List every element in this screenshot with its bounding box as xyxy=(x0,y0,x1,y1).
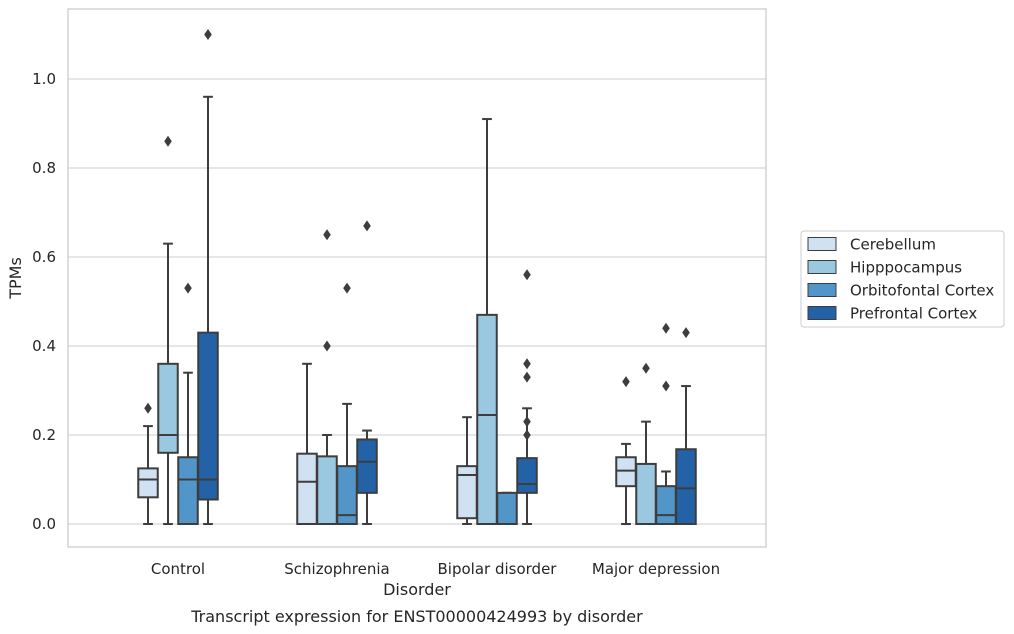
box xyxy=(197,331,219,501)
legend: Cerebellum Hipppocampus Orbitofontal Corte… xyxy=(800,230,1005,328)
y-axis-label: TPMs xyxy=(6,257,25,300)
box xyxy=(356,438,378,494)
plot-frame xyxy=(67,8,767,548)
outlier-point xyxy=(184,282,192,294)
outlier-point xyxy=(323,229,331,241)
box xyxy=(675,448,697,525)
x-tick-label: Bipolar disorder xyxy=(438,560,558,578)
outlier-point xyxy=(343,282,351,294)
legend-swatch xyxy=(807,237,837,251)
x-tick-label: Control xyxy=(151,560,205,578)
box-series xyxy=(137,29,697,526)
box xyxy=(137,467,159,499)
box xyxy=(336,465,358,525)
y-tick-label: 1.0 xyxy=(32,70,56,88)
box xyxy=(476,313,498,525)
outlier-point xyxy=(523,371,531,383)
x-axis-ticks: Control Schizophrenia Bipolar disorder Majo… xyxy=(151,560,720,578)
box xyxy=(516,457,538,494)
series-prefrontal-cortex xyxy=(197,29,697,525)
x-axis-label: Disorder xyxy=(383,580,451,599)
outlier-point xyxy=(363,220,371,232)
legend-label: Cerebellum xyxy=(850,236,936,254)
box xyxy=(316,455,338,525)
box xyxy=(655,485,677,525)
outlier-point xyxy=(323,340,331,352)
outlier-point xyxy=(642,362,650,374)
box xyxy=(177,456,199,525)
y-axis-ticks: 0.0 0.2 0.4 0.6 0.8 1.0 xyxy=(32,70,56,533)
legend-swatch xyxy=(807,283,837,297)
figure-caption: Transcript expression for ENST0000042499… xyxy=(190,607,643,626)
series-orbitofontal-cortex xyxy=(177,282,677,526)
y-tick-label: 0.2 xyxy=(32,426,56,444)
legend-label: Prefrontal Cortex xyxy=(850,305,977,323)
outlier-point xyxy=(662,322,670,334)
y-tick-label: 0.4 xyxy=(32,337,56,355)
outlier-point xyxy=(523,269,531,281)
series-hipppocampus xyxy=(157,118,657,525)
box xyxy=(296,452,318,525)
legend-label: Orbitofontal Cortex xyxy=(850,282,994,300)
box xyxy=(456,465,478,520)
box xyxy=(635,462,657,525)
outlier-point xyxy=(662,380,670,392)
outlier-point xyxy=(622,376,630,388)
legend-label: Hipppocampus xyxy=(850,259,962,277)
y-tick-label: 0.0 xyxy=(32,515,56,533)
legend-swatch xyxy=(807,306,837,320)
grid-lines xyxy=(68,78,766,525)
outlier-point xyxy=(523,416,531,428)
box xyxy=(157,362,179,454)
legend-frame xyxy=(800,230,1005,328)
outlier-point xyxy=(523,429,531,441)
outlier-point xyxy=(144,402,152,414)
box xyxy=(496,491,518,526)
outlier-point xyxy=(523,358,531,370)
y-tick-label: 0.8 xyxy=(32,159,56,177)
outlier-point xyxy=(204,29,212,40)
x-tick-label: Schizophrenia xyxy=(284,560,389,578)
legend-swatch xyxy=(807,260,837,274)
outlier-point xyxy=(682,327,690,339)
outlier-point xyxy=(164,135,172,147)
x-tick-label: Major depression xyxy=(592,560,720,578)
y-tick-label: 0.6 xyxy=(32,248,56,266)
box xyxy=(615,456,637,488)
